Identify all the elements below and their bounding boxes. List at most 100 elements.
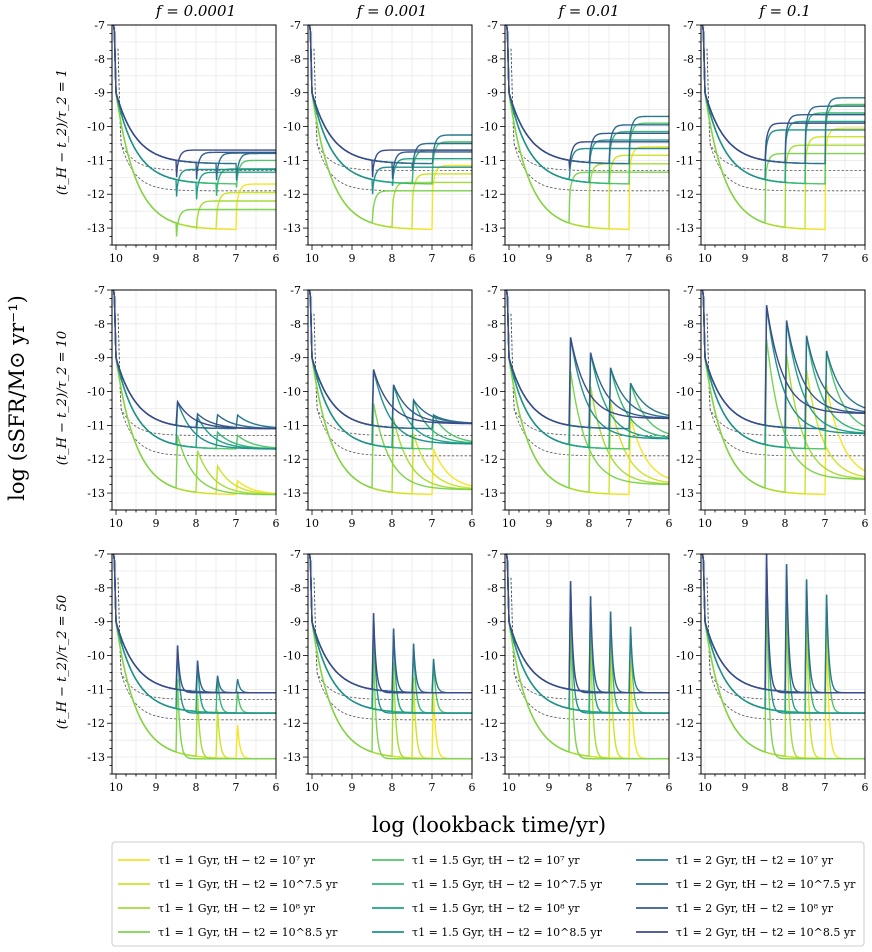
- y-tick-label: -12: [480, 453, 498, 466]
- ticks: 10 9 8 7 6 -7 -8 -9 -10 -11 -12 -13: [676, 284, 868, 530]
- ticks: 10 9 8 7 6 -7 -8 -9 -10 -11 -12 -13: [283, 19, 475, 265]
- curves: [112, 25, 276, 237]
- x-tick-label: 10: [502, 781, 516, 794]
- y-tick-label: -10: [87, 650, 105, 663]
- curves: [308, 290, 472, 496]
- curves: [701, 290, 865, 496]
- legend-label-9: τ1 = 2 Gyr, tH − t2 = 10⁷ yr: [676, 854, 834, 867]
- y-tick-label: -10: [676, 121, 694, 134]
- y-tick-label: -12: [87, 188, 105, 201]
- y-tick-label: -8: [683, 53, 694, 66]
- y-axis-label: log (sSFR/M⊙ yr⁻¹): [5, 295, 29, 501]
- curves: [308, 25, 472, 231]
- x-axis-label: log (lookback time/yr): [372, 813, 606, 837]
- y-tick-label: -10: [676, 386, 694, 399]
- curves: [112, 290, 276, 496]
- y-tick-label: -11: [480, 683, 498, 696]
- x-tick-label: 7: [233, 781, 240, 794]
- panel-r2-c4: 10 9 8 7 6 -7 -8 -9 -10 -11 -12 -13: [676, 284, 868, 530]
- y-tick-label: -9: [290, 352, 301, 365]
- y-tick-label: -9: [683, 87, 694, 100]
- x-tick-label: 8: [389, 517, 396, 530]
- series-tau2-burst-8.5: [308, 290, 472, 426]
- x-tick-label: 7: [626, 517, 633, 530]
- x-tick-label: 9: [742, 252, 749, 265]
- x-tick-label: 9: [742, 517, 749, 530]
- y-tick-label: -8: [94, 582, 105, 595]
- curves: [701, 554, 865, 760]
- legend-label-5: τ1 = 1.5 Gyr, tH − t2 = 10⁷ yr: [412, 854, 580, 867]
- x-tick-label: 10: [305, 517, 319, 530]
- y-tick-label: -11: [87, 154, 105, 167]
- y-tick-label: -8: [94, 53, 105, 66]
- series-tau2-burst-8.5: [112, 554, 276, 694]
- ticks: 10 9 8 7 6 -7 -8 -9 -10 -11 -12 -13: [283, 548, 475, 794]
- ticks: 10 9 8 7 6 -7 -8 -9 -10 -11 -12 -13: [283, 284, 475, 530]
- y-tick-label: -12: [283, 717, 301, 730]
- x-tick-label: 7: [822, 517, 829, 530]
- panel-r3-c1: 10 9 8 7 6 -7 -8 -9 -10 -11 -12 -13: [87, 548, 279, 794]
- column-titles: f = 0.0001 f = 0.001 f = 0.01 f = 0.1: [155, 2, 811, 20]
- series-tau2-burst-8.5: [701, 290, 865, 426]
- y-tick-label: -13: [283, 487, 301, 500]
- panel-frame: [504, 553, 670, 775]
- x-tick-label: 7: [822, 252, 829, 265]
- y-tick-label: -8: [683, 318, 694, 331]
- y-tick-label: -10: [480, 121, 498, 134]
- y-tick-label: -8: [683, 582, 694, 595]
- grid: [112, 553, 277, 775]
- x-tick-label: 10: [305, 252, 319, 265]
- y-tick-label: -12: [676, 717, 694, 730]
- legend-label-10: τ1 = 2 Gyr, tH − t2 = 10^7.5 yr: [676, 878, 856, 891]
- legend-label-4: τ1 = 1 Gyr, tH − t2 = 10^8.5 yr: [158, 926, 338, 939]
- grid: [308, 553, 473, 775]
- panel-r2-c2: 10 9 8 7 6 -7 -8 -9 -10 -11 -12 -13: [283, 284, 475, 530]
- x-tick-label: 8: [782, 252, 789, 265]
- curves: [112, 554, 276, 760]
- x-tick-label: 6: [862, 517, 869, 530]
- series-tau1-burst-8.5: [701, 554, 865, 760]
- x-tick-label: 6: [666, 252, 673, 265]
- series-tau1-burst-8.5: [505, 25, 669, 224]
- x-tick-label: 8: [193, 517, 200, 530]
- curves: [505, 290, 669, 496]
- series-tau1-burst-8.5: [701, 25, 865, 224]
- y-tick-label: -7: [94, 548, 105, 561]
- panel-r2-c1: 10 9 8 7 6 -7 -8 -9 -10 -11 -12 -13: [87, 284, 279, 530]
- series-tau2-burst-8.5: [112, 25, 276, 178]
- y-tick-label: -11: [480, 419, 498, 432]
- y-tick-label: -8: [487, 318, 498, 331]
- x-tick-label: 9: [546, 781, 553, 794]
- y-tick-label: -9: [94, 352, 105, 365]
- y-tick-label: -7: [290, 284, 301, 297]
- x-tick-label: 8: [193, 781, 200, 794]
- x-tick-label: 7: [429, 781, 436, 794]
- panel-r1-c2: 10 9 8 7 6 -7 -8 -9 -10 -11 -12 -13: [283, 19, 475, 265]
- x-tick-label: 9: [546, 252, 553, 265]
- series-tau1-burst-8.5: [112, 554, 276, 760]
- y-tick-label: -7: [94, 284, 105, 297]
- y-tick-label: -13: [676, 751, 694, 764]
- series-tau1.5-burst-8.5: [701, 554, 865, 714]
- legend-label-3: τ1 = 1 Gyr, tH − t2 = 10⁸ yr: [158, 902, 316, 915]
- legend-label-12: τ1 = 2 Gyr, tH − t2 = 10^8.5 yr: [676, 926, 856, 939]
- grid: [701, 24, 866, 246]
- series-tau1-burst-8.5: [112, 25, 276, 237]
- y-tick-label: -12: [480, 188, 498, 201]
- y-tick-label: -7: [487, 548, 498, 561]
- legend: τ1 = 1 Gyr, tH − t2 = 10⁷ yr τ1 = 1 Gyr, …: [111, 841, 865, 947]
- legend-label-6: τ1 = 1.5 Gyr, tH − t2 = 10^7.5 yr: [412, 878, 603, 891]
- ticks: 10 9 8 7 6 -7 -8 -9 -10 -11 -12 -13: [87, 284, 279, 530]
- x-tick-label: 8: [782, 517, 789, 530]
- y-tick-label: -7: [94, 19, 105, 32]
- ticks: 10 9 8 7 6 -7 -8 -9 -10 -11 -12 -13: [480, 548, 672, 794]
- y-tick-label: -11: [676, 419, 694, 432]
- y-tick-label: -7: [487, 284, 498, 297]
- series-tau1.5-burst-8.5: [308, 25, 472, 195]
- series-tau1-burst-8.5: [308, 554, 472, 760]
- x-tick-label: 10: [109, 517, 123, 530]
- row-label-3: (t_H − t_2)/τ_2 = 50: [55, 595, 70, 729]
- y-tick-label: -13: [480, 751, 498, 764]
- panel-frame: [700, 24, 866, 246]
- x-tick-label: 6: [469, 781, 476, 794]
